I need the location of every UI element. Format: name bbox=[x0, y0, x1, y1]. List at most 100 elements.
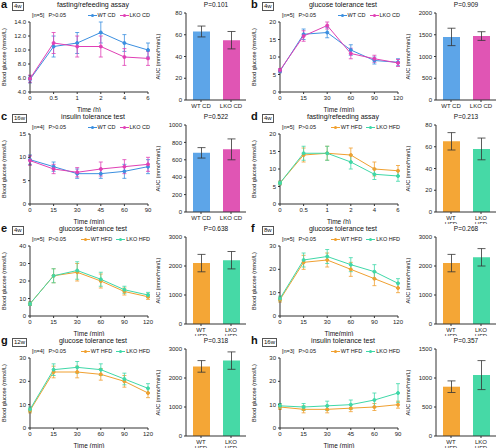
svg-text:10: 10 bbox=[19, 296, 26, 302]
svg-text:1500: 1500 bbox=[419, 32, 433, 38]
svg-text:30: 30 bbox=[19, 355, 26, 361]
svg-text:30: 30 bbox=[19, 261, 26, 267]
svg-text:2000: 2000 bbox=[169, 375, 183, 381]
svg-text:1000: 1000 bbox=[169, 404, 183, 410]
svg-text:60: 60 bbox=[425, 144, 432, 150]
svg-text:6: 6 bbox=[396, 207, 400, 213]
svg-text:3000: 3000 bbox=[169, 234, 183, 240]
svg-text:15: 15 bbox=[50, 207, 57, 213]
svg-text:1000: 1000 bbox=[169, 292, 183, 298]
svg-text:600: 600 bbox=[172, 157, 183, 163]
svg-text:LKOHFD: LKOHFD bbox=[475, 439, 488, 448]
svg-text:0: 0 bbox=[278, 319, 282, 325]
svg-text:0: 0 bbox=[278, 207, 282, 213]
svg-text:LKOHFD: LKOHFD bbox=[225, 439, 238, 448]
svg-text:30: 30 bbox=[324, 319, 331, 325]
svg-text:Time (min): Time (min) bbox=[74, 330, 105, 336]
svg-text:LKOHFD: LKOHFD bbox=[475, 327, 488, 336]
svg-text:60: 60 bbox=[175, 32, 182, 38]
svg-text:4.0: 4.0 bbox=[18, 89, 27, 95]
svg-text:AUC (mmol*min/L): AUC (mmol*min/L) bbox=[406, 369, 411, 415]
svg-text:15: 15 bbox=[50, 319, 57, 325]
svg-text:WT CD: WT CD bbox=[441, 103, 461, 109]
svg-text:0: 0 bbox=[179, 321, 183, 327]
svg-text:45: 45 bbox=[97, 207, 104, 213]
svg-text:10: 10 bbox=[19, 402, 26, 408]
svg-text:30: 30 bbox=[269, 243, 276, 249]
svg-text:90: 90 bbox=[371, 319, 378, 325]
svg-text:15: 15 bbox=[300, 431, 307, 437]
svg-text:15: 15 bbox=[300, 319, 307, 325]
svg-text:20: 20 bbox=[19, 278, 26, 284]
svg-text:14.0: 14.0 bbox=[14, 19, 26, 25]
svg-text:90: 90 bbox=[145, 207, 152, 213]
svg-text:30: 30 bbox=[269, 355, 276, 361]
svg-text:1: 1 bbox=[76, 95, 80, 101]
svg-text:Time (min): Time (min) bbox=[74, 442, 105, 448]
svg-text:0: 0 bbox=[179, 209, 183, 215]
svg-text:200: 200 bbox=[172, 192, 183, 198]
svg-text:AUC (mmol*min/L): AUC (mmol*min/L) bbox=[156, 257, 161, 303]
svg-text:90: 90 bbox=[121, 431, 128, 437]
svg-text:0.5: 0.5 bbox=[49, 95, 58, 101]
svg-text:5: 5 bbox=[273, 184, 277, 190]
svg-text:0: 0 bbox=[179, 97, 183, 103]
svg-text:2: 2 bbox=[99, 95, 103, 101]
svg-text:2: 2 bbox=[349, 207, 353, 213]
svg-text:120: 120 bbox=[393, 95, 404, 101]
svg-text:60: 60 bbox=[371, 431, 378, 437]
svg-text:1500: 1500 bbox=[419, 346, 433, 352]
svg-text:LKO CD: LKO CD bbox=[470, 103, 492, 109]
svg-text:Time (min): Time (min) bbox=[74, 218, 105, 224]
svg-text:0: 0 bbox=[23, 425, 27, 431]
svg-text:1: 1 bbox=[326, 207, 330, 213]
svg-text:80: 80 bbox=[175, 10, 182, 16]
svg-text:20: 20 bbox=[269, 266, 276, 272]
svg-text:2000: 2000 bbox=[419, 10, 433, 16]
svg-text:6: 6 bbox=[146, 95, 150, 101]
svg-text:Blood glucose (mmol/L): Blood glucose (mmol/L) bbox=[251, 252, 257, 310]
svg-text:WTHFD: WTHFD bbox=[445, 215, 458, 224]
svg-text:500: 500 bbox=[422, 75, 433, 81]
svg-text:0: 0 bbox=[429, 433, 433, 439]
svg-text:10: 10 bbox=[269, 290, 276, 296]
svg-text:40: 40 bbox=[19, 243, 26, 249]
svg-text:500: 500 bbox=[422, 404, 433, 410]
svg-text:30: 30 bbox=[324, 431, 331, 437]
svg-text:1000: 1000 bbox=[419, 54, 433, 60]
svg-text:Blood glucose (mmol/L): Blood glucose (mmol/L) bbox=[251, 28, 257, 86]
svg-text:90: 90 bbox=[371, 95, 378, 101]
svg-text:120: 120 bbox=[143, 431, 154, 437]
svg-text:800: 800 bbox=[172, 140, 183, 146]
svg-text:0: 0 bbox=[273, 425, 277, 431]
svg-text:WT CD: WT CD bbox=[191, 103, 211, 109]
svg-text:10: 10 bbox=[269, 54, 276, 60]
svg-text:5: 5 bbox=[273, 72, 277, 78]
svg-text:LKOHFD: LKOHFD bbox=[475, 215, 488, 224]
svg-text:40: 40 bbox=[425, 166, 432, 172]
svg-text:120: 120 bbox=[393, 319, 404, 325]
svg-text:WTHFD: WTHFD bbox=[195, 439, 208, 448]
svg-text:0: 0 bbox=[273, 201, 277, 207]
svg-text:AUC (mmol*min/L): AUC (mmol*min/L) bbox=[156, 33, 161, 79]
svg-text:Time (min): Time (min) bbox=[324, 106, 355, 112]
svg-text:2000: 2000 bbox=[169, 263, 183, 269]
svg-text:60: 60 bbox=[347, 95, 354, 101]
svg-text:15: 15 bbox=[19, 131, 26, 137]
svg-text:15: 15 bbox=[269, 149, 276, 155]
svg-text:30: 30 bbox=[324, 95, 331, 101]
svg-text:AUC (mmol*min/L): AUC (mmol*min/L) bbox=[156, 369, 161, 415]
svg-text:Blood glucose (mmol/L): Blood glucose (mmol/L) bbox=[251, 364, 257, 422]
svg-text:0: 0 bbox=[28, 319, 32, 325]
svg-text:0: 0 bbox=[278, 95, 282, 101]
svg-text:0.5: 0.5 bbox=[299, 207, 308, 213]
svg-text:AUC (mmol*min/L): AUC (mmol*min/L) bbox=[406, 145, 411, 191]
svg-text:15: 15 bbox=[269, 37, 276, 43]
svg-text:10: 10 bbox=[269, 402, 276, 408]
svg-text:80: 80 bbox=[425, 122, 432, 128]
svg-text:0: 0 bbox=[23, 201, 27, 207]
svg-text:90: 90 bbox=[121, 319, 128, 325]
svg-text:20: 20 bbox=[425, 187, 432, 193]
svg-text:1000: 1000 bbox=[419, 375, 433, 381]
svg-text:LKO CD: LKO CD bbox=[220, 215, 243, 221]
